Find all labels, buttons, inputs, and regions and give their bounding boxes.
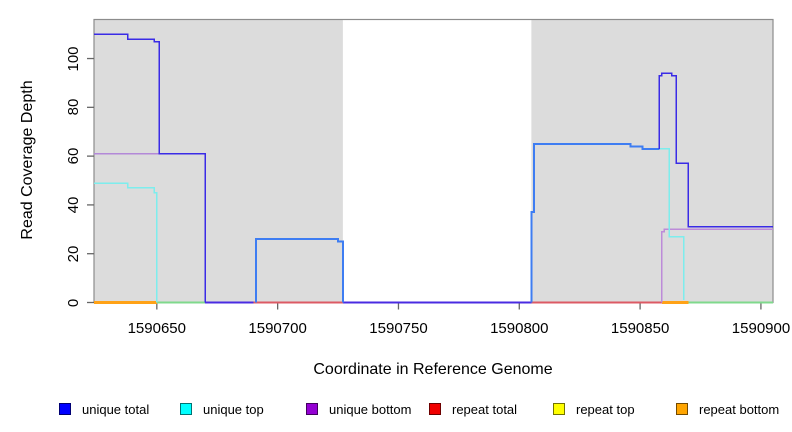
legend-item-repeat-total: repeat total (429, 401, 517, 417)
legend-item-repeat-bottom: repeat bottom (676, 401, 779, 417)
series-line-unique-bottom-right (661, 228, 773, 303)
legend-item-unique-bottom: unique bottom (306, 401, 411, 417)
legend-label: unique top (203, 401, 264, 417)
legend-swatch-yellow (553, 403, 565, 415)
x-axis-label: Coordinate in Reference Genome (313, 361, 553, 378)
y-axis-label: Read Coverage Depth (19, 80, 36, 240)
coverage-shaded-region (94, 19, 343, 303)
legend-label: repeat total (452, 401, 518, 417)
legend-label: repeat bottom (699, 401, 780, 417)
legend-item-repeat-top: repeat top (553, 401, 635, 417)
legend-swatch-blue (59, 403, 71, 415)
legend-swatch-orange (676, 403, 688, 415)
coverage-shaded-region (531, 19, 773, 303)
legend-label: unique bottom (329, 401, 412, 417)
x-tick-label: 1590800 (490, 320, 549, 337)
series-line-unique-top-left (94, 182, 158, 303)
legend-label: unique total (82, 401, 150, 417)
legend-swatch-purple (306, 403, 318, 415)
legend-label: repeat top (576, 401, 635, 417)
y-tick-label: 60 (65, 147, 82, 165)
y-tick-label: 20 (65, 245, 82, 263)
x-tick-label: 1590650 (127, 320, 186, 337)
series-line-unique-top-right (659, 148, 685, 301)
legend-swatch-cyan (180, 403, 192, 415)
y-tick-label: 100 (65, 45, 82, 72)
series-line-total-and-top-right (530, 142, 660, 303)
series-line-total-and-top-box (254, 238, 344, 303)
y-tick-label: 40 (65, 196, 82, 214)
x-tick-label: 1590900 (731, 320, 791, 337)
series-line-unique-total-right (658, 72, 773, 228)
y-tick-label: 80 (65, 98, 82, 116)
x-tick-label: 1590700 (248, 320, 307, 337)
x-tick-label: 1590850 (610, 320, 670, 337)
x-tick-label: 1590750 (369, 320, 428, 337)
legend-item-unique-total: unique total (59, 401, 149, 417)
y-tick-label: 0 (65, 298, 82, 307)
series-line-unique-total-left (94, 33, 206, 303)
legend-swatch-red (429, 403, 441, 415)
legend-item-unique-top: unique top (180, 401, 264, 417)
